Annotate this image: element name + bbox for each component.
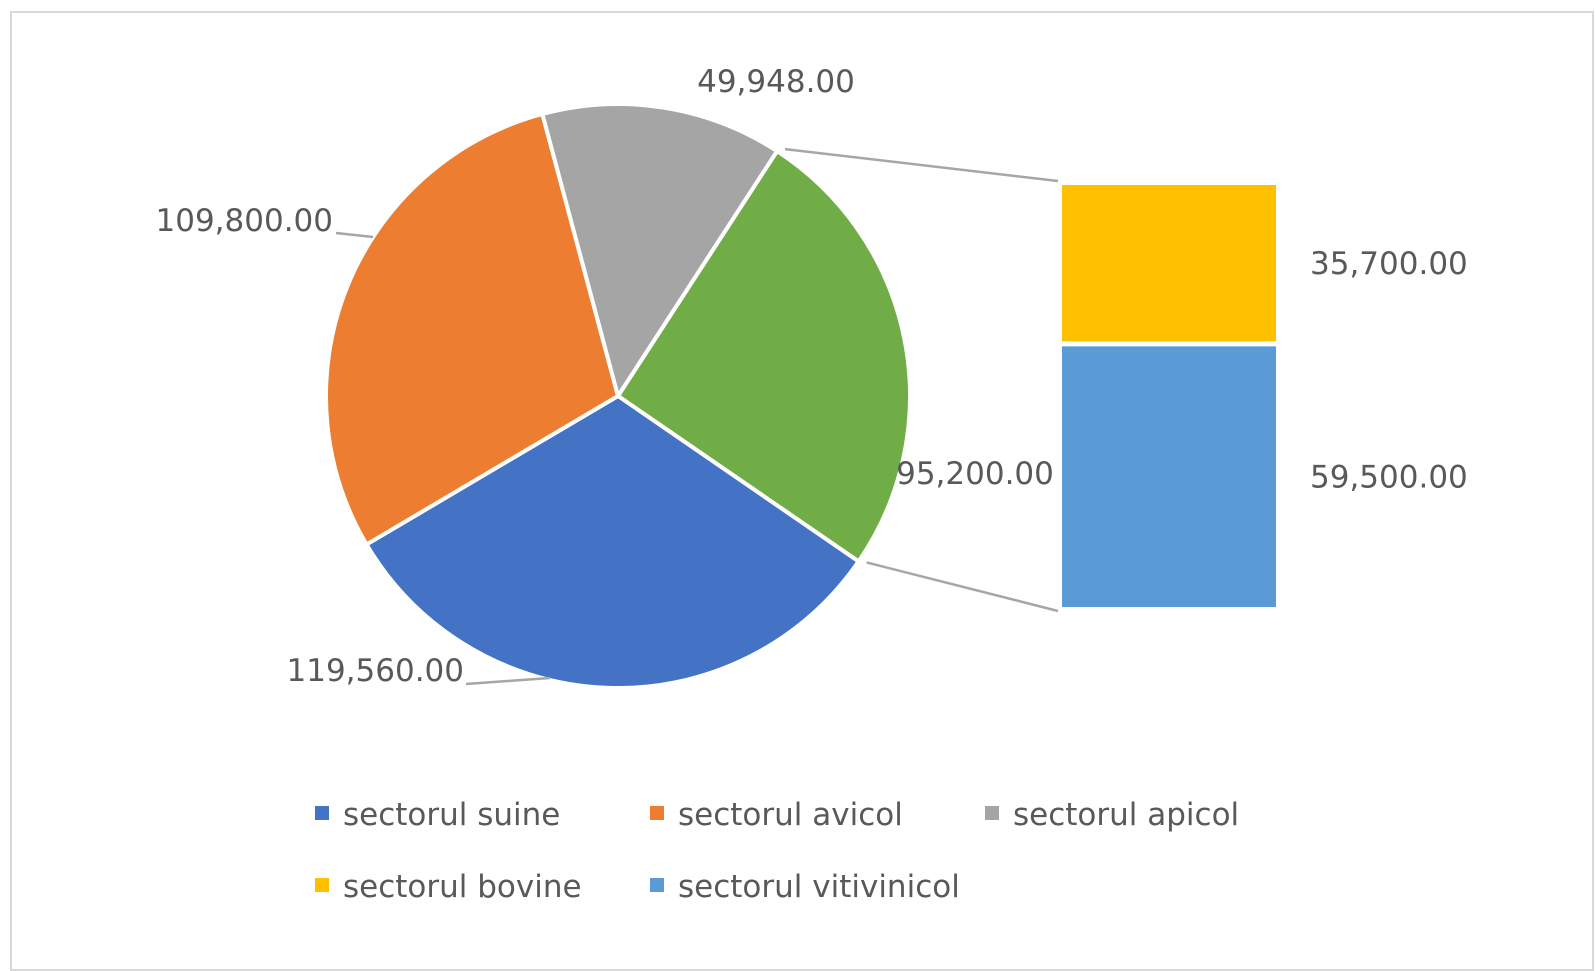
pie-slice-sectorul-apicol <box>540 102 780 398</box>
pie-slice-sectorul-avicol <box>323 111 620 547</box>
legend-label: sectorul avicol <box>678 797 903 833</box>
legend-label: sectorul suine <box>343 797 560 833</box>
legend-swatch <box>315 878 329 892</box>
label-leader-sectorul-avicol <box>335 231 374 239</box>
legend-swatch <box>650 878 664 892</box>
pie-slice-sectorul-suine <box>364 394 861 690</box>
legend-label: sectorul apicol <box>1013 797 1239 833</box>
legend-swatch <box>985 806 999 820</box>
legend-item-sectorul-vitivinicol: sectorul vitivinicol <box>650 869 960 905</box>
data-label-other: 95,200.00 <box>896 456 1054 492</box>
bar-segment-sectorul-vitivinicol <box>1062 346 1276 607</box>
legend-swatch <box>315 806 329 820</box>
data-label-sectorul-apicol: 49,948.00 <box>697 64 855 100</box>
legend-label: sectorul vitivinicol <box>678 869 960 905</box>
connector-line-top <box>784 147 1059 183</box>
connector-line-bottom <box>866 561 1059 613</box>
data-label-sectorul-vitivinicol: 59,500.00 <box>1310 460 1468 496</box>
bar-of-pie-chart: 119,560.00 109,800.00 49,948.00 95,200.00 35… <box>156 64 1468 905</box>
data-label-sectorul-avicol: 109,800.00 <box>156 203 334 239</box>
legend-item-sectorul-bovine: sectorul bovine <box>315 869 582 905</box>
bar-segment-sectorul-bovine <box>1062 185 1276 342</box>
legend-item-sectorul-suine: sectorul suine <box>315 797 560 833</box>
data-label-sectorul-suine: 119,560.00 <box>287 653 465 689</box>
pie-slice-other <box>616 149 912 564</box>
legend-item-sectorul-avicol: sectorul avicol <box>650 797 903 833</box>
legend-label: sectorul bovine <box>343 869 582 905</box>
label-leader-sectorul-suine <box>465 676 551 686</box>
data-label-sectorul-bovine: 35,700.00 <box>1310 246 1468 282</box>
legend-swatch <box>650 806 664 820</box>
legend-item-sectorul-apicol: sectorul apicol <box>985 797 1239 833</box>
